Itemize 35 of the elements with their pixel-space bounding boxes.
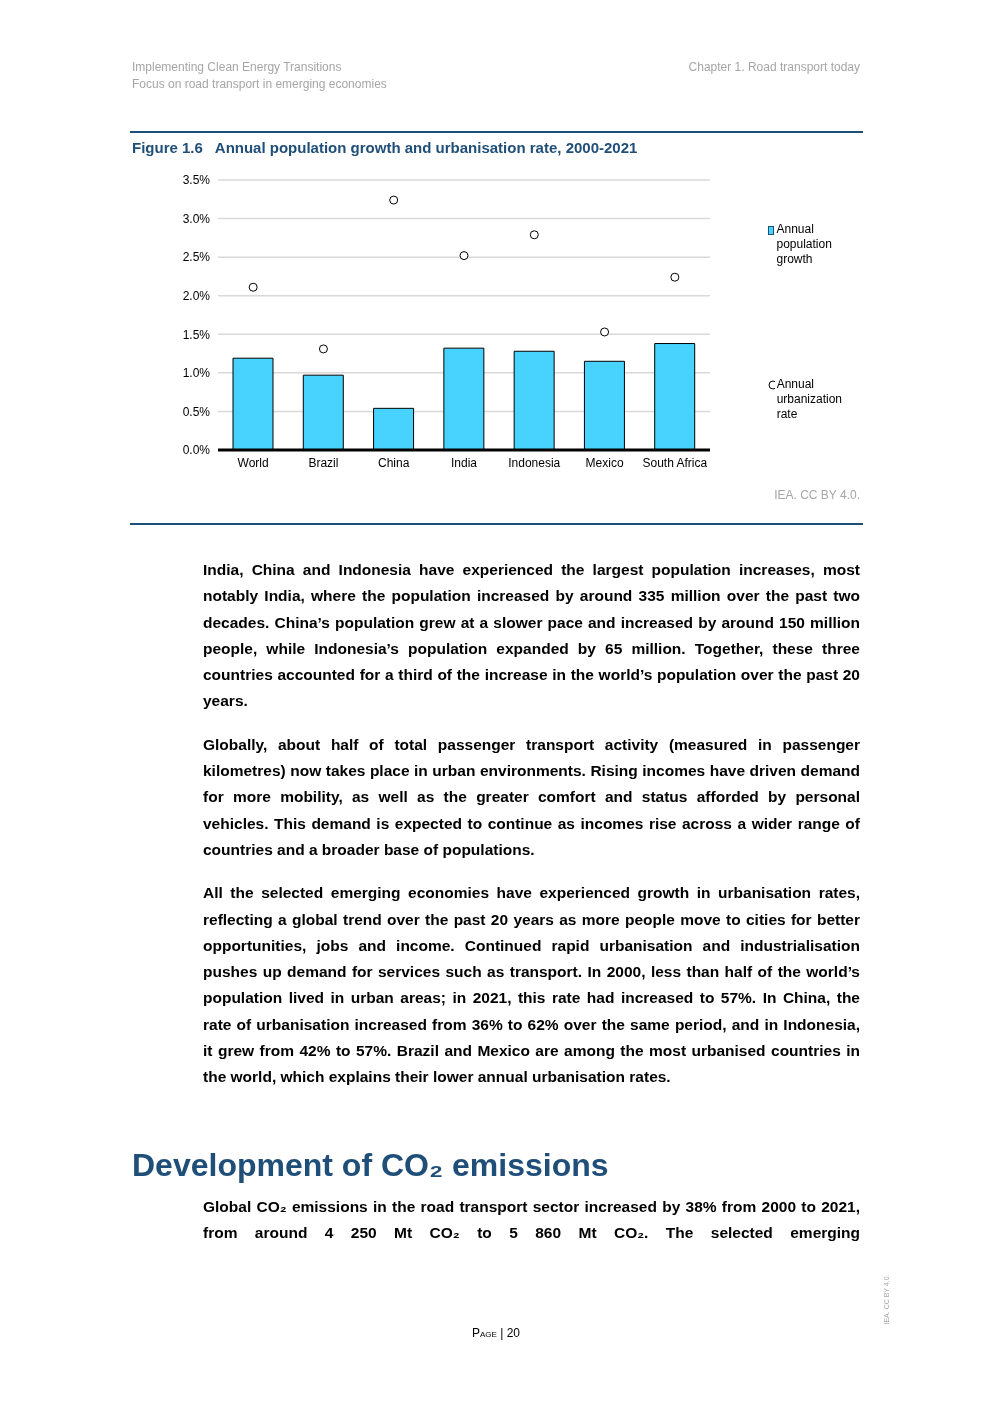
point	[670, 272, 680, 282]
x-tick-label: Indonesia	[508, 455, 561, 470]
text: Chapter 1. Road transport today	[688, 60, 860, 74]
point	[459, 251, 469, 261]
point	[248, 282, 258, 292]
x-tick-label: Brazil	[308, 455, 339, 470]
point	[318, 344, 328, 354]
point	[600, 327, 610, 337]
y-tick-label: 1.5%	[182, 327, 211, 342]
text: Development of CO₂ emissions	[132, 1147, 609, 1183]
text: Globally, about half of total passenger transport activity (measured in passenger kilometres) now takes place in urban environments. Rising incomes have driven demand for more mobility, as well as the greater comfort and status afforded by personal vehicles. This demand is expected to continue as incomes rise across a wider range of countries and a broader base of populations.	[203, 735, 860, 858]
legend-label: Annual urbanization rate	[776, 377, 844, 422]
point	[529, 230, 539, 240]
y-tick-label: 2.0%	[182, 288, 211, 303]
chart-title: Figure 1.6 Annual population growth and urbanisation rate, 2000-2021	[132, 139, 638, 156]
legend-label: Annual population growth	[776, 222, 833, 267]
x-tick-label: China	[378, 455, 410, 470]
y-tick-label: 3.5%	[182, 173, 211, 188]
y-tick-label: 3.0%	[182, 211, 211, 226]
text: IEA. CC BY 4.0.	[774, 488, 860, 502]
text: Focus on road transport in emerging economies	[132, 77, 387, 91]
text: Global CO₂ emissions in the road transport sector increased by 38% from 2000 to 2021, from around 4 250 Mt CO₂ to 5 860 Mt CO₂. The selected emerging	[203, 1198, 860, 1242]
text: All the selected emerging economies have experienced growth in urbanisation rates, reflecting a global trend over the past 20 years as more people move to cities for better opportunities, jobs and income. Continued rapid urbanisation and industrialisation pushes up demand for services such as transport. In 2000, less than half of the world’s population lived in urban areas; in 2021, this rate had increased to 57%. In China, the rate of urbanisation increased from 36% to 62% over the same period, and in Indonesia, it grew from 42% to 57%. Brazil and Mexico are among the most urbanised countries in the world, which explains their lower annual urbanisation rates.	[203, 884, 860, 1086]
x-tick-label: South Africa	[642, 455, 708, 470]
y-tick-label: 0.0%	[182, 443, 211, 458]
text: Page | 20	[471, 1326, 521, 1340]
text: India, China and Indonesia have experienced the largest population increases, most notably India, where the population increased by around 335 million over the past two decades. China’s population grew at a slower pace and increased by around 150 million people, while Indonesia’s population expanded by 65 million. Together, these three countries accounted for a third of the increase in the world’s population over the past 20 years.	[203, 561, 860, 710]
x-tick-label: India	[450, 455, 478, 470]
text: Implementing Clean Energy Transitions	[132, 60, 342, 74]
y-tick-label: 0.5%	[182, 404, 211, 419]
point	[389, 195, 399, 205]
x-tick-label: Mexico	[585, 455, 624, 470]
y-tick-label: 2.5%	[182, 250, 211, 265]
x-tick-label: World	[237, 455, 269, 470]
y-tick-label: 1.0%	[182, 366, 211, 381]
